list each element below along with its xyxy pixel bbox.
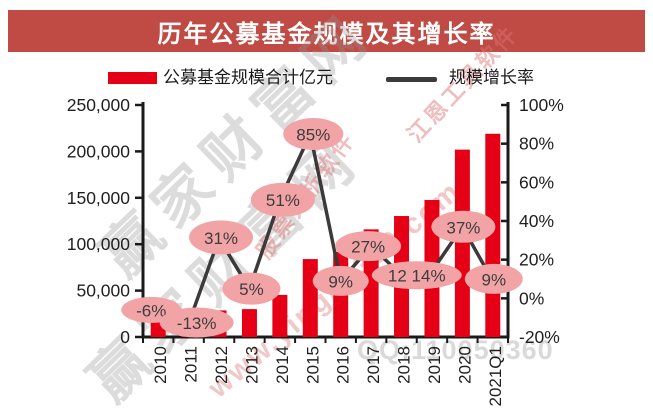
left-axis-tick-label: 50,000 [76, 281, 130, 301]
x-axis-category-label: 2019 [425, 346, 444, 384]
legend-bar-swatch-icon [108, 72, 157, 84]
growth-label-text: 9% [328, 272, 353, 291]
x-axis-category-label: 2021Q1 [486, 346, 505, 407]
bar-2014 [272, 294, 288, 337]
growth-label-text: 31% [204, 229, 238, 248]
left-axis-tick-label: 0 [120, 327, 130, 347]
x-axis-category-label: 2018 [395, 346, 414, 384]
right-axis-tick-label: 100% [519, 95, 564, 115]
growth-label-pill [250, 182, 315, 217]
bar-2020 [454, 149, 470, 337]
chart-title: 历年公募基金规模及其增长率 [157, 20, 496, 48]
left-axis-tick-label: 150,000 [67, 188, 131, 208]
right-axis-tick-label: 60% [519, 172, 554, 192]
left-axis-tick-label: 250,000 [67, 95, 131, 115]
x-axis-category-label: 2017 [364, 346, 383, 384]
growth-label-pill [283, 118, 344, 150]
right-axis-tick-label: -20% [519, 327, 560, 347]
growth-label-text: -6% [136, 301, 166, 320]
growth-label-text: 9% [482, 270, 507, 289]
x-axis-category-label: 2011 [182, 346, 201, 383]
legend-label-line-series: 规模增长率 [449, 68, 534, 87]
growth-label-pill [222, 272, 281, 305]
x-axis-category-label: 2012 [212, 346, 231, 384]
growth-label-text: 85% [296, 126, 330, 145]
x-axis-category-label: 2016 [334, 346, 353, 384]
right-axis-tick-label: 0% [519, 288, 544, 308]
growth-label-pill [189, 220, 254, 255]
x-axis-category-label: 2015 [303, 346, 322, 384]
right-axis-tick-label: 80% [519, 134, 554, 154]
growth-label-text: 27% [351, 238, 385, 257]
x-axis-category-label: 2020 [455, 346, 474, 384]
growth-label-pill [335, 231, 402, 262]
growth-label-pill [312, 265, 369, 296]
growth-label-pill [159, 307, 234, 338]
growth-label-text: 51% [266, 191, 300, 210]
left-axis-tick-label: 200,000 [67, 141, 131, 161]
bar-2015 [302, 259, 318, 337]
growth-label-text: -13% [177, 314, 217, 333]
legend-label-bar-series: 公募基金规模合计亿元 [163, 68, 333, 87]
x-axis-category-label: 2010 [151, 346, 170, 384]
right-axis-tick-label: 40% [519, 211, 554, 231]
growth-label-text: 37% [446, 218, 480, 237]
chart-title-bar: 历年公募基金规模及其增长率 [8, 10, 645, 52]
legend-line-swatch-icon [386, 77, 437, 82]
growth-label-text: 12 14% [388, 267, 446, 286]
x-axis-category-label: 2013 [242, 346, 261, 384]
growth-label-pill [431, 210, 496, 243]
left-axis-tick-label: 100,000 [67, 234, 131, 254]
growth-label-pill [371, 261, 462, 290]
x-axis-category-label: 2014 [273, 346, 292, 384]
bar-2013 [241, 309, 257, 337]
growth-label-pill [464, 263, 523, 294]
right-axis-tick-label: 20% [519, 250, 554, 270]
growth-label-text: 5% [239, 280, 264, 299]
